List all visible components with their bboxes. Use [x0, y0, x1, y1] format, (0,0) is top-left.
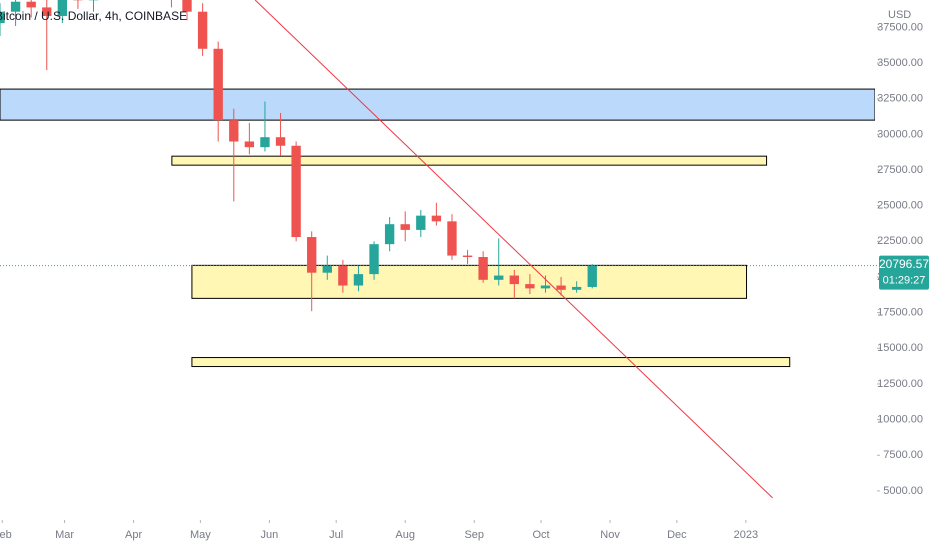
candle-body	[182, 0, 192, 12]
candle-body	[587, 265, 597, 287]
y-tick-label: 5000.00	[883, 485, 923, 497]
candle-body	[291, 145, 301, 238]
candle-body	[478, 257, 488, 280]
candle-body	[0, 11, 5, 24]
zone	[191, 357, 791, 368]
y-tick-label: 10000.00	[877, 414, 923, 426]
y-tick-label: 32500.00	[877, 93, 923, 105]
y-tick-label: 22500.00	[877, 235, 923, 247]
candle-body	[322, 265, 332, 273]
x-tick-label: Sep	[464, 529, 484, 541]
zone	[191, 264, 748, 299]
candle-body	[260, 137, 270, 148]
candle-body	[338, 265, 348, 286]
y-tick-label: 37500.00	[877, 21, 923, 33]
y-tick-label: 35000.00	[877, 57, 923, 69]
candle-body	[244, 141, 255, 148]
plot	[0, 0, 875, 499]
x-tick-label: Mar	[55, 529, 74, 541]
candle-body	[229, 120, 239, 142]
candle-body	[462, 255, 473, 258]
zone	[0, 88, 875, 121]
candle-body	[369, 244, 379, 275]
y-tick-label: 27500.00	[877, 164, 923, 176]
candle-body	[275, 137, 286, 146]
candle-body	[494, 275, 504, 280]
candle-body	[525, 284, 535, 289]
y-tick-label: 30000.00	[877, 128, 923, 140]
x-tick-label: Apr	[125, 529, 142, 541]
y-tick-label: 15000.00	[877, 342, 923, 354]
candle-body	[416, 215, 426, 230]
candle-body	[509, 275, 519, 285]
candle-body	[556, 285, 566, 290]
x-tick-label: Nov	[600, 529, 620, 541]
x-tick-label: 2023	[734, 529, 758, 541]
candle-body	[10, 1, 21, 12]
candle-body	[57, 0, 68, 16]
x-tick-label: Oct	[532, 529, 549, 541]
x-tick-label: Feb	[0, 529, 12, 541]
trendline	[254, 0, 773, 499]
candle-body	[213, 48, 223, 121]
candle-body	[353, 274, 364, 286]
x-tick-label: May	[190, 529, 211, 541]
candle-body	[384, 224, 395, 245]
candle-body	[197, 11, 208, 49]
x-tick-label: Dec	[667, 529, 687, 541]
countdown-label: 01:29:27	[883, 275, 926, 287]
x-tick-label: Aug	[395, 529, 415, 541]
y-tick-label: 12500.00	[877, 378, 923, 390]
x-tick-label: Jun	[261, 529, 279, 541]
chart-title: Bitcoin / U.S. Dollar, 4h, COINBASE	[0, 9, 187, 23]
zone	[171, 155, 768, 166]
y-tick-label: 7500.00	[883, 449, 923, 461]
candle-body	[431, 215, 442, 222]
candle-body	[307, 237, 317, 273]
candle-body	[42, 7, 52, 16]
candle-body	[571, 286, 582, 290]
currency-label: USD	[888, 9, 911, 21]
candle-body	[26, 1, 36, 8]
candle-body	[447, 221, 457, 256]
last-price-label: 20796.57	[879, 257, 929, 271]
candle-body	[540, 285, 551, 289]
y-tick-label: 25000.00	[877, 200, 923, 212]
x-tick-label: Jul	[329, 529, 343, 541]
candle-body	[400, 224, 410, 230]
y-tick-label: 17500.00	[877, 307, 923, 319]
last-price-box	[879, 255, 929, 290]
